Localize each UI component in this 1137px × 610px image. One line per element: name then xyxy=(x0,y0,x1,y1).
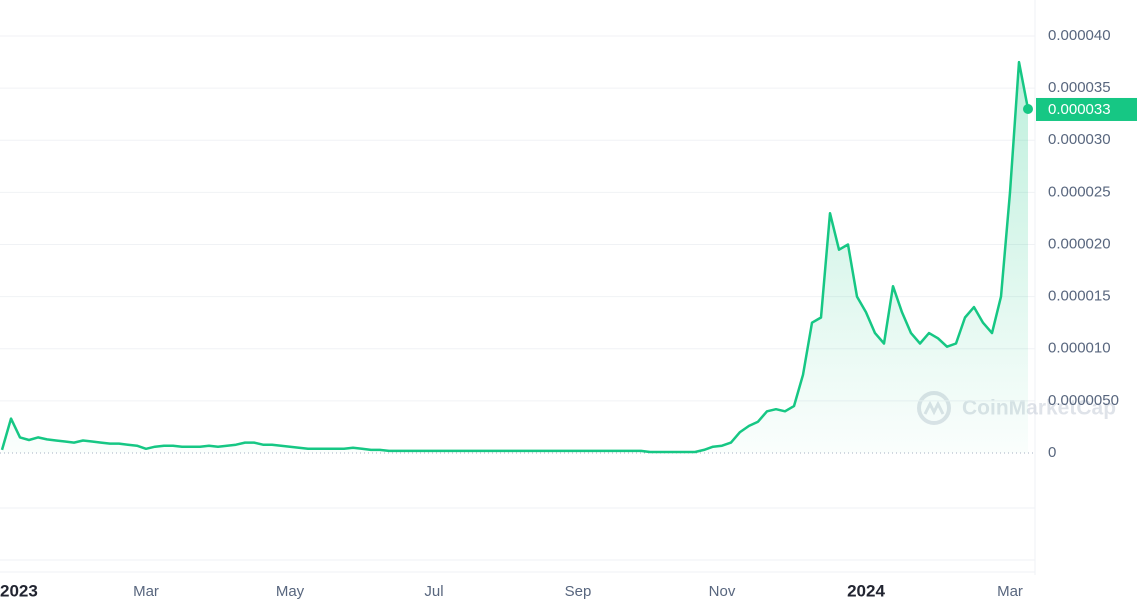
x-tick-label: 2023 xyxy=(0,581,38,600)
price-line xyxy=(0,60,1030,454)
y-tick-label: 0.000015 xyxy=(1048,288,1111,305)
x-tick-label: 2024 xyxy=(847,581,885,600)
y-tick-label: 0 xyxy=(1048,444,1056,461)
x-tick-label: Sep xyxy=(565,583,592,600)
y-tick-label: 0.0000050 xyxy=(1048,392,1119,409)
y-tick-label: 0.000040 xyxy=(1048,27,1111,44)
x-tick-label: Mar xyxy=(133,583,159,600)
last-point xyxy=(1023,103,1033,114)
x-tick-label: Mar xyxy=(997,583,1023,600)
price-badge-label: 0.000033 xyxy=(1048,101,1111,118)
y-tick-label: 0.000025 xyxy=(1048,183,1111,200)
x-tick-label: May xyxy=(276,583,305,600)
x-tick-label: Jul xyxy=(424,583,443,600)
y-tick-label: 0.000010 xyxy=(1048,340,1111,357)
area xyxy=(2,62,1028,453)
y-tick-label: 0.000030 xyxy=(1048,131,1111,148)
x-tick-label: Nov xyxy=(709,583,736,600)
y-tick-label: 0.000035 xyxy=(1048,79,1111,96)
y-tick-label: 0.000020 xyxy=(1048,235,1111,252)
price-badge xyxy=(1036,97,1137,121)
